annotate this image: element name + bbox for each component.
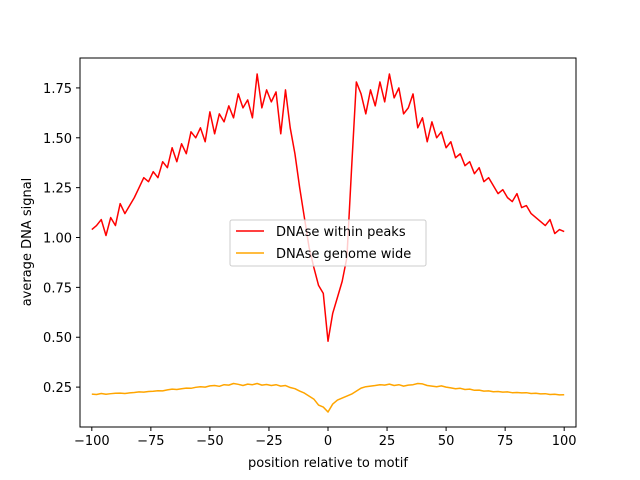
x-tick-label: 50 <box>438 434 455 449</box>
x-tick-label: 75 <box>497 434 514 449</box>
x-tick-label: −25 <box>255 434 282 449</box>
x-tick-label: −50 <box>196 434 223 449</box>
y-axis-title: average DNA signal <box>20 178 35 307</box>
y-tick-label: 0.25 <box>43 381 72 396</box>
x-tick-label: 100 <box>552 434 577 449</box>
x-tick-label: 25 <box>379 434 396 449</box>
series-line-peaks <box>91 73 565 342</box>
x-tick-label: −100 <box>74 434 110 449</box>
y-tick-label: 1.00 <box>43 232 72 247</box>
y-axis-ticks: 0.25 0.50 0.75 1.00 1.25 1.50 1.75 <box>43 82 80 396</box>
x-axis-ticks: −100 −75 −50 −25 0 25 50 75 100 <box>74 427 577 449</box>
series-lines <box>91 73 565 413</box>
legend: DNAse within peaks DNAse genome wide <box>229 219 427 267</box>
y-tick-label: 0.75 <box>43 281 72 296</box>
x-tick-label: −75 <box>137 434 164 449</box>
x-tick-label: 0 <box>324 434 332 449</box>
legend-frame <box>229 219 427 267</box>
y-tick-label: 1.25 <box>43 182 72 197</box>
x-axis-title: position relative to motif <box>248 456 408 471</box>
y-tick-label: 1.50 <box>43 132 72 147</box>
series-line-genome-wide <box>91 382 565 413</box>
legend-label-peaks: DNAse within peaks <box>276 225 406 240</box>
y-tick-label: 1.75 <box>43 82 72 97</box>
y-tick-label: 0.50 <box>43 331 72 346</box>
legend-label-genome-wide: DNAse genome wide <box>276 247 411 262</box>
